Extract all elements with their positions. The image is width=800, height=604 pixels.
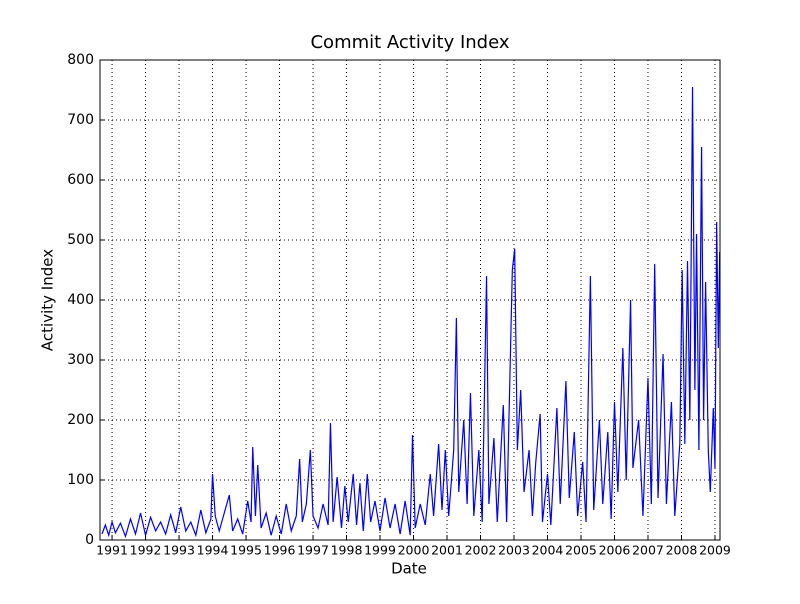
data-line — [101, 86, 721, 539]
x-tick-label: 1993 — [163, 543, 195, 558]
x-tick-label: 2002 — [465, 543, 497, 558]
x-tick-label: 1998 — [331, 543, 363, 558]
x-tick-label: 2006 — [599, 543, 631, 558]
y-tick-label: 0 — [85, 532, 94, 548]
plot-frame — [99, 59, 721, 541]
y-tick-label: 600 — [67, 172, 94, 188]
x-tick-label: 2005 — [565, 543, 597, 558]
x-tick-label: 1997 — [297, 543, 329, 558]
y-tick-label: 500 — [67, 232, 94, 248]
x-tick-label: 1996 — [264, 543, 296, 558]
y-axis-label: Activity Index — [39, 249, 57, 351]
x-tick-label: 1991 — [96, 543, 128, 558]
x-axis-label: Date — [391, 560, 427, 578]
y-tick-label: 100 — [67, 472, 94, 488]
x-tick-label: 2009 — [699, 543, 731, 558]
x-tick-label: 1995 — [230, 543, 262, 558]
x-tick-label: 1994 — [197, 543, 229, 558]
x-tick-label: 2008 — [666, 543, 698, 558]
x-tick-label: 2001 — [431, 543, 463, 558]
x-tick-label: 1999 — [364, 543, 396, 558]
y-tick-label: 200 — [67, 412, 94, 428]
y-tick-label: 300 — [67, 352, 94, 368]
y-tick-label: 400 — [67, 292, 94, 308]
x-tick-label: 1992 — [130, 543, 162, 558]
chart-title: Commit Activity Index — [310, 32, 509, 53]
x-tick-label: 2004 — [532, 543, 564, 558]
y-tick-label: 700 — [67, 112, 94, 128]
y-tick-label: 800 — [67, 52, 94, 68]
x-tick-label: 2000 — [398, 543, 430, 558]
x-tick-label: 2003 — [498, 543, 530, 558]
x-tick-label: 2007 — [632, 543, 664, 558]
